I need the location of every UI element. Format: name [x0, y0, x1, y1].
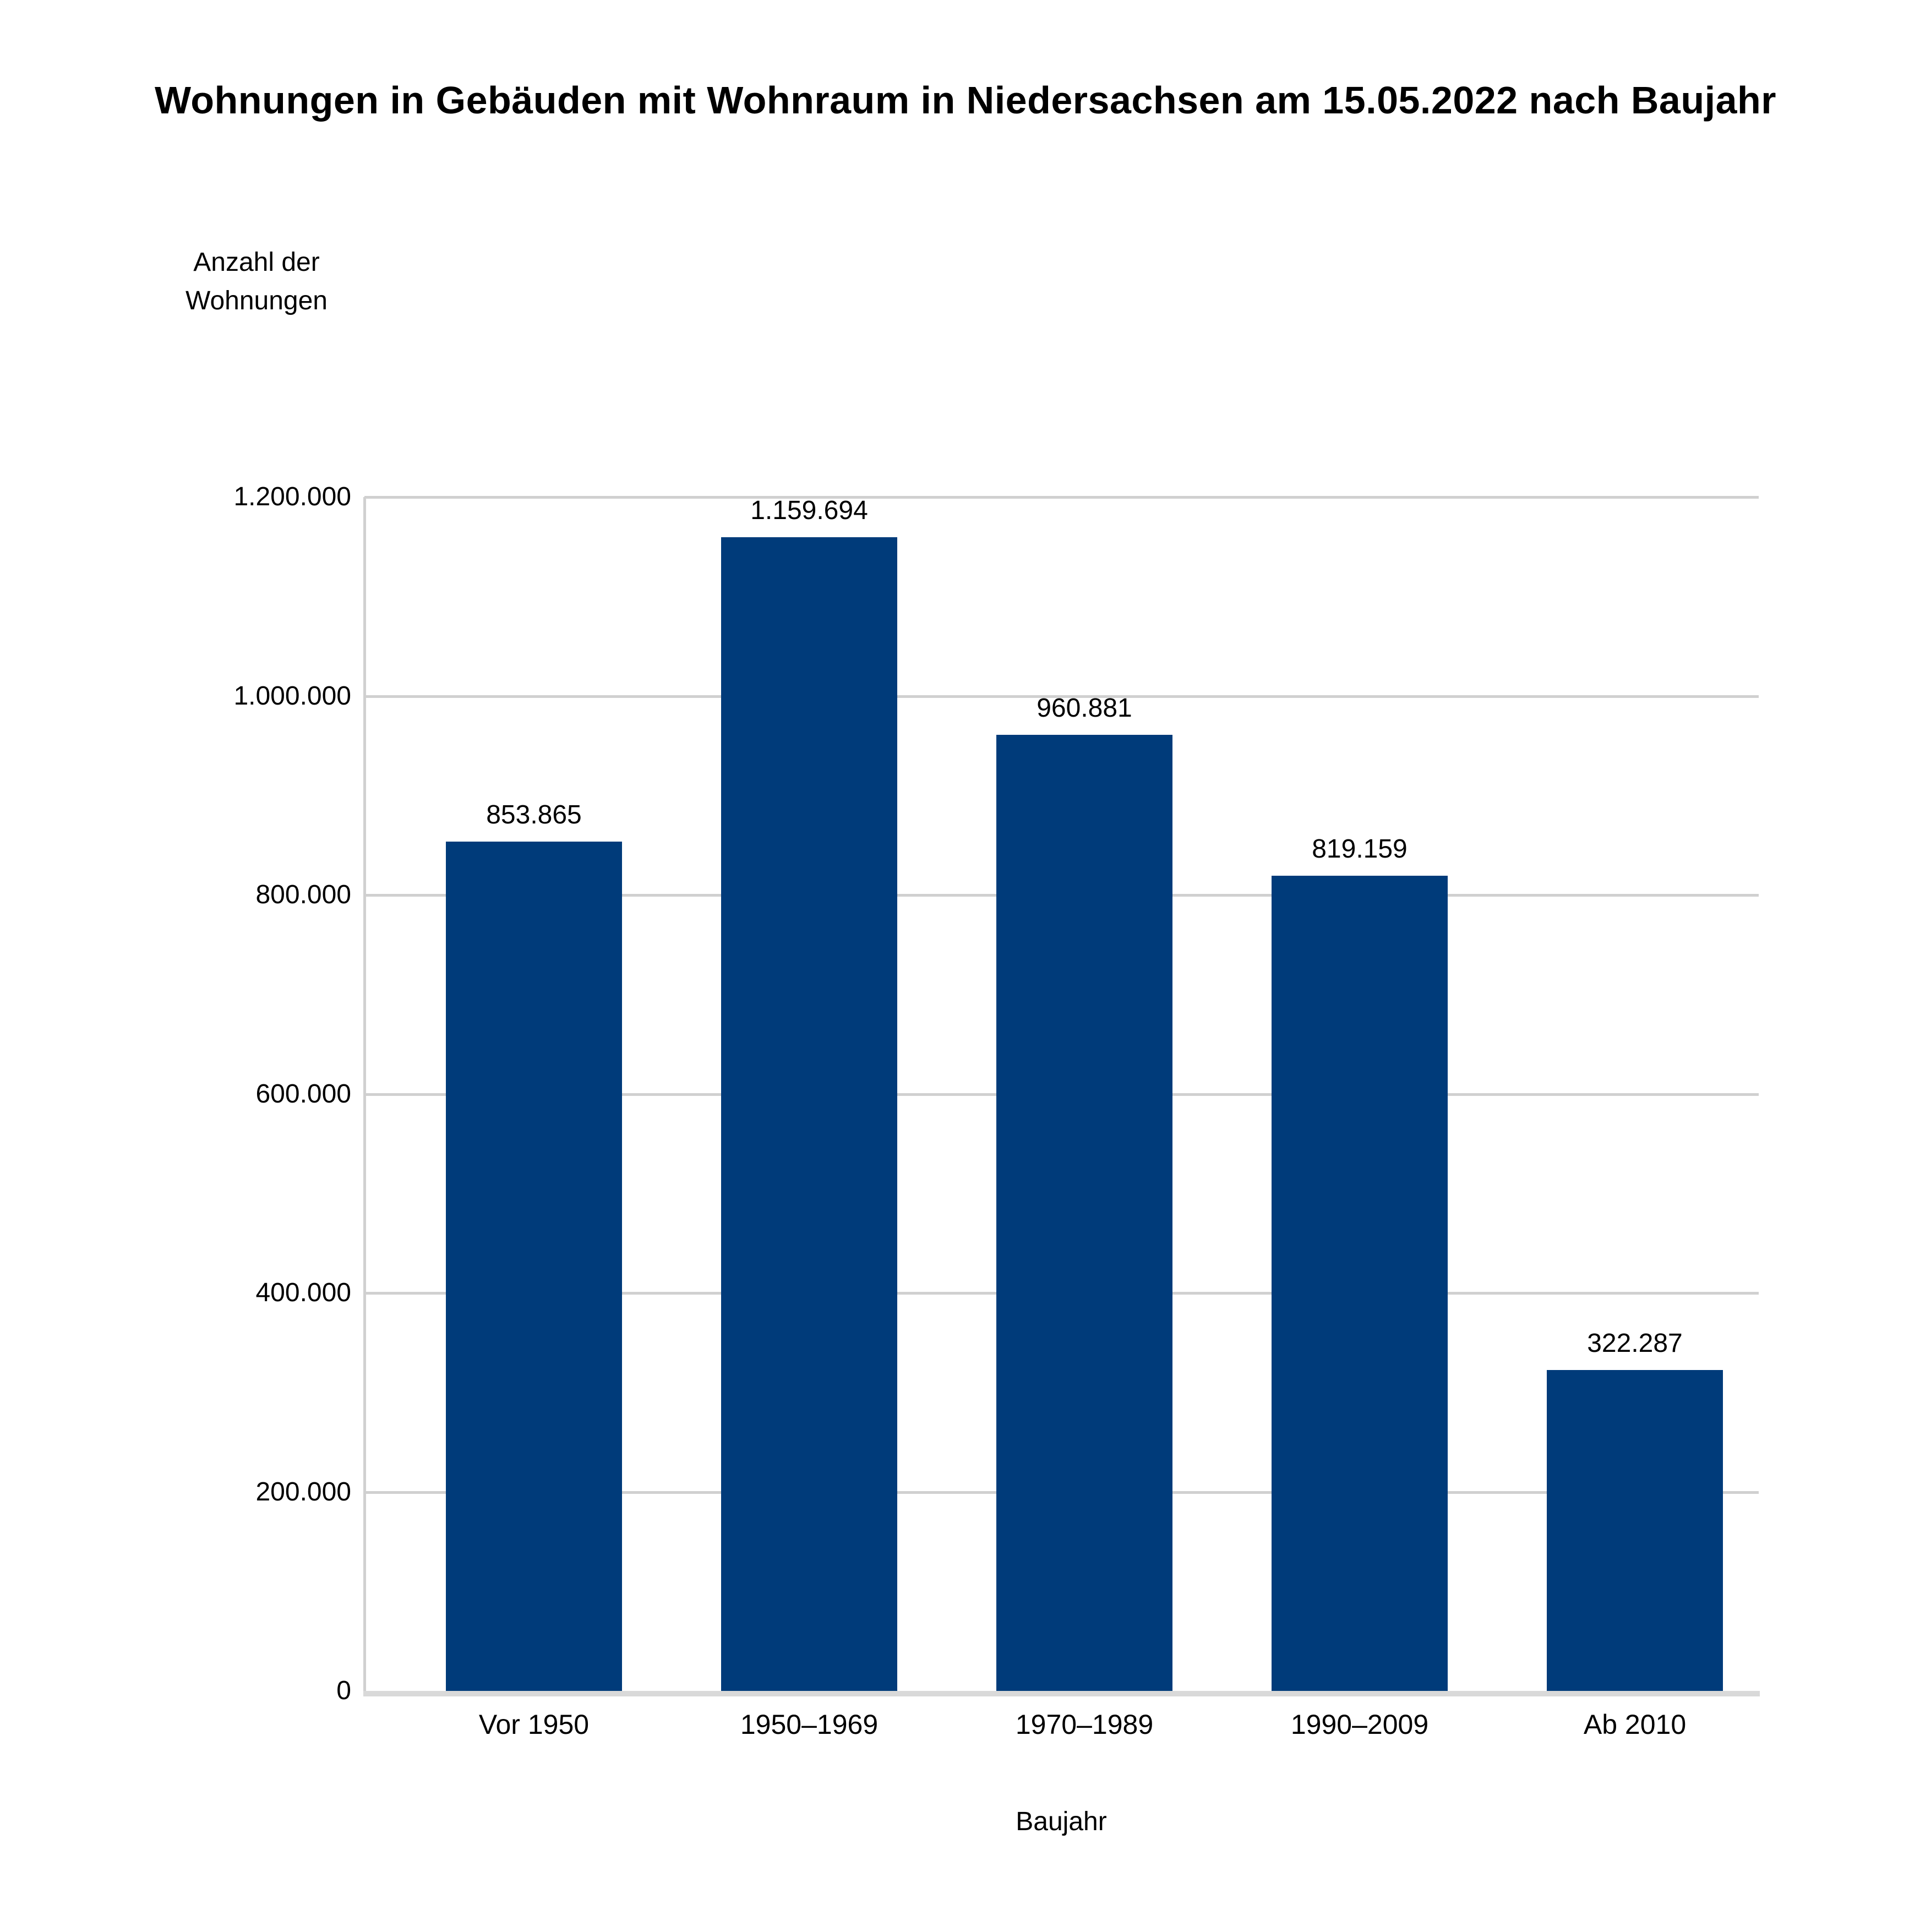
y-tick-label: 800.000	[255, 880, 351, 909]
bar	[721, 537, 897, 1691]
y-tick-label: 600.000	[255, 1079, 351, 1109]
x-tick-label: 1990–2009	[1290, 1709, 1429, 1740]
y-tick-label: 0	[336, 1676, 351, 1705]
bar	[996, 735, 1172, 1691]
bar	[446, 842, 622, 1691]
y-tick-label: 400.000	[255, 1278, 351, 1307]
chart-title: Wohnungen in Gebäuden mit Wohnraum in Ni…	[154, 79, 1777, 122]
x-tick-label: 1950–1969	[740, 1709, 879, 1740]
bar-value-label: 1.159.694	[750, 496, 868, 525]
bar-value-label: 322.287	[1587, 1329, 1683, 1358]
x-tick-label: 1970–1989	[1015, 1709, 1154, 1740]
y-gridline	[364, 496, 1759, 499]
y-axis-title: Anzahl der Wohnungen	[186, 248, 328, 315]
y-tick-label: 200.000	[255, 1477, 351, 1507]
x-axis-title: Baujahr	[1016, 1807, 1107, 1836]
bar-value-label: 819.159	[1312, 834, 1408, 864]
bar-value-label: 853.865	[486, 800, 582, 829]
bar	[1272, 876, 1448, 1691]
y-gridline	[364, 695, 1759, 698]
bar-value-label: 960.881	[1037, 694, 1132, 723]
x-tick-label: Ab 2010	[1583, 1709, 1687, 1740]
x-axis-line	[363, 1691, 1760, 1696]
y-tick-label: 1.000.000	[233, 681, 351, 711]
bar	[1547, 1370, 1723, 1691]
y-tick-label: 1.200.000	[233, 482, 351, 511]
x-tick-label: Vor 1950	[478, 1709, 590, 1740]
